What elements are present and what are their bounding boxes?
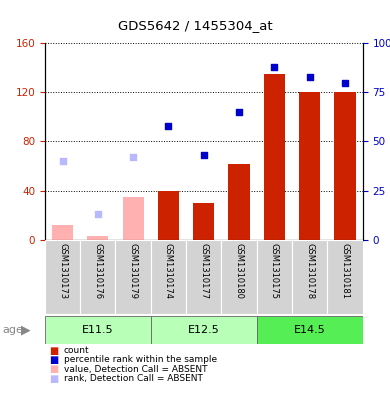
Bar [327, 240, 363, 314]
Bar [229, 163, 250, 240]
Point [271, 64, 278, 70]
Point [200, 152, 207, 158]
Text: E12.5: E12.5 [188, 325, 220, 335]
Bar [115, 240, 151, 314]
Bar [151, 240, 186, 314]
Point [307, 73, 313, 80]
Point [165, 123, 172, 129]
Text: value, Detection Call = ABSENT: value, Detection Call = ABSENT [64, 365, 207, 374]
Bar [335, 92, 356, 240]
Bar [52, 225, 73, 240]
Point [130, 154, 136, 160]
Bar [186, 240, 222, 314]
Text: rank, Detection Call = ABSENT: rank, Detection Call = ABSENT [64, 375, 202, 383]
Bar [264, 74, 285, 240]
Bar [292, 240, 327, 314]
Text: GSM1310173: GSM1310173 [58, 243, 67, 299]
Bar [80, 240, 115, 314]
Bar [87, 236, 108, 240]
Text: GSM1310175: GSM1310175 [270, 243, 279, 299]
Text: E14.5: E14.5 [294, 325, 326, 335]
Text: GSM1310177: GSM1310177 [199, 243, 208, 299]
Text: GSM1310174: GSM1310174 [164, 243, 173, 299]
Text: GSM1310176: GSM1310176 [93, 243, 102, 299]
Text: ■: ■ [49, 374, 58, 384]
Point [59, 158, 66, 164]
Point [342, 79, 348, 86]
Point [236, 109, 242, 115]
Bar [222, 240, 257, 314]
Bar [193, 203, 215, 240]
Text: GSM1310178: GSM1310178 [305, 243, 314, 299]
Text: ▶: ▶ [21, 323, 31, 336]
Bar [45, 240, 80, 314]
Text: ■: ■ [49, 364, 58, 375]
Text: GSM1310179: GSM1310179 [129, 243, 138, 299]
Text: GDS5642 / 1455304_at: GDS5642 / 1455304_at [118, 19, 272, 32]
Text: ■: ■ [49, 345, 58, 356]
Bar [158, 191, 179, 240]
Bar [257, 316, 363, 344]
Text: ■: ■ [49, 355, 58, 365]
Bar [45, 316, 151, 344]
Text: GSM1310181: GSM1310181 [340, 243, 349, 299]
Text: E11.5: E11.5 [82, 325, 113, 335]
Text: count: count [64, 346, 89, 355]
Bar [299, 92, 320, 240]
Point [95, 211, 101, 217]
Bar [151, 316, 257, 344]
Bar [122, 197, 144, 240]
Text: GSM1310180: GSM1310180 [235, 243, 244, 299]
Text: percentile rank within the sample: percentile rank within the sample [64, 356, 217, 364]
Text: age: age [2, 325, 23, 335]
Bar [257, 240, 292, 314]
